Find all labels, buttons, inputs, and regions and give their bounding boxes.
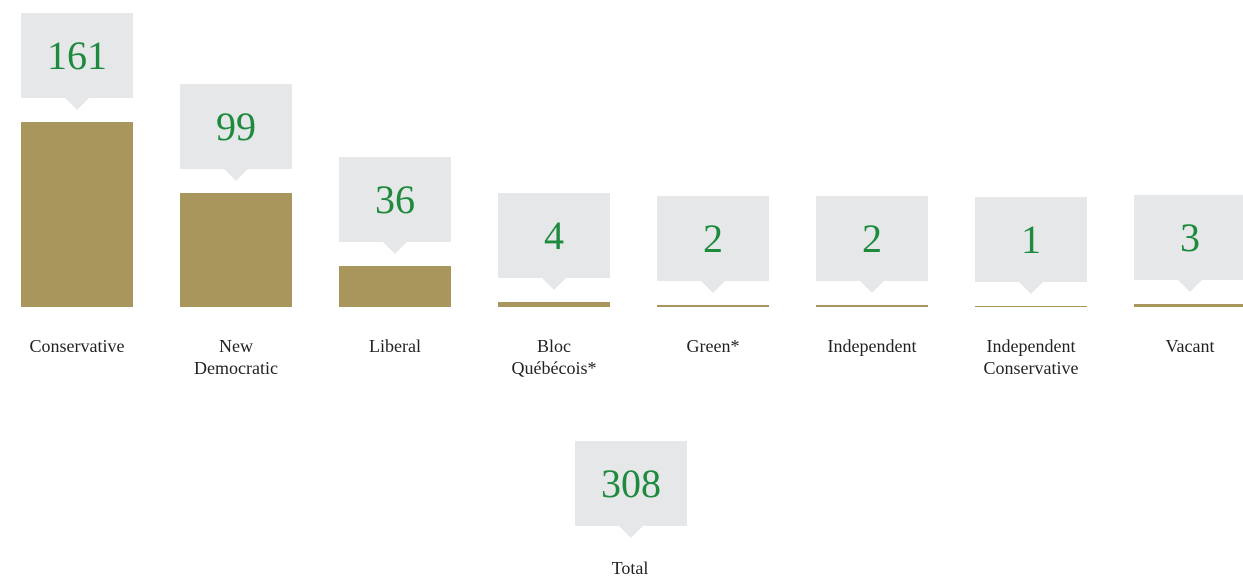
bar	[339, 265, 451, 307]
category-label: Liberal	[369, 336, 421, 356]
value-label: 161	[21, 13, 133, 110]
bar	[21, 122, 133, 307]
value-label: 36	[339, 156, 451, 254]
value-label: 2	[657, 195, 769, 293]
value-label: 1	[975, 196, 1087, 294]
bar	[975, 305, 1087, 307]
value-label: 3	[1134, 194, 1243, 292]
category-label: Conservative	[29, 336, 125, 356]
category-label: Green*	[686, 336, 740, 356]
bar	[498, 302, 610, 307]
bar	[816, 304, 928, 307]
value-label: 2	[816, 195, 928, 293]
value-label: 99	[180, 84, 292, 182]
category-label: Bloc Québécois*	[511, 336, 597, 378]
bar	[180, 193, 292, 307]
total-value: 308	[575, 441, 687, 538]
category-label: New Democratic	[194, 336, 278, 378]
category-label: Independent	[827, 336, 917, 356]
category-label: Independent Conservative	[983, 336, 1079, 378]
value-label: 4	[498, 193, 610, 291]
bar	[1134, 303, 1243, 307]
total-label: Total	[611, 558, 649, 578]
category-label: Vacant	[1165, 336, 1215, 356]
bar	[657, 304, 769, 307]
